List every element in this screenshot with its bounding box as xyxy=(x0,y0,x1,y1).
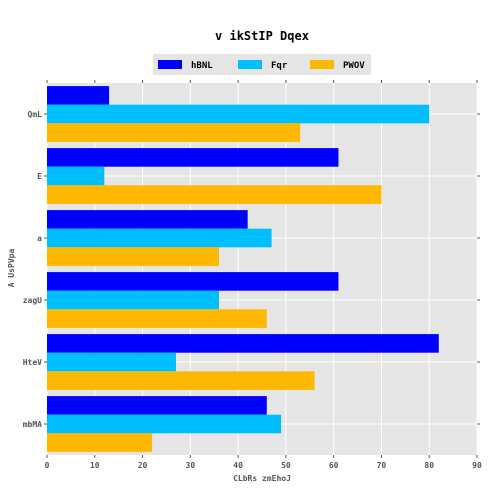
x-tick-label: 50 xyxy=(281,461,291,470)
bar-PWOV-a xyxy=(47,247,219,266)
y-tick-label: E xyxy=(37,172,42,181)
x-axis-label: CLbRs zmEhoJ xyxy=(233,474,291,483)
y-tick-label: QmL xyxy=(28,110,43,119)
y-tick-label: HteV xyxy=(23,358,42,367)
x-tick-label: 40 xyxy=(233,461,243,470)
bar-Fqr-zagU xyxy=(47,291,219,310)
bar-Fqr-QmL xyxy=(47,105,429,124)
x-tick-label: 70 xyxy=(377,461,387,470)
y-tick-label: a xyxy=(37,234,42,243)
y-tick-label: zagU xyxy=(23,296,42,305)
bar-hBNL-HteV xyxy=(47,334,439,353)
y-tick-label: mbMA xyxy=(23,420,42,429)
legend-label-hBNL: hBNL xyxy=(191,61,213,71)
bar-Fqr-HteV xyxy=(47,353,176,372)
x-tick-label: 0 xyxy=(45,461,50,470)
bar-PWOV-zagU xyxy=(47,309,267,328)
legend-label-Fqr: Fqr xyxy=(271,61,288,71)
legend-label-PWOV: PWOV xyxy=(343,61,365,71)
x-tick-label: 20 xyxy=(138,461,148,470)
bar-hBNL-a xyxy=(47,210,248,229)
x-tick-label: 10 xyxy=(90,461,100,470)
x-tick-label: 90 xyxy=(472,461,482,470)
legend-swatch-PWOV xyxy=(310,60,334,69)
x-tick-label: 80 xyxy=(424,461,434,470)
legend-swatch-hBNL xyxy=(158,60,182,69)
legend-swatch-Fqr xyxy=(238,60,262,69)
bar-Fqr-a xyxy=(47,229,272,248)
x-tick-label: 30 xyxy=(186,461,196,470)
bar-PWOV-HteV xyxy=(47,371,315,390)
chart-title: v ikStIP Dqex xyxy=(215,29,309,43)
y-axis-label: A UsPVpa xyxy=(7,249,16,288)
bar-Fqr-E xyxy=(47,167,104,186)
bar-PWOV-mbMA xyxy=(47,433,152,452)
bar-PWOV-QmL xyxy=(47,123,300,142)
bar-hBNL-zagU xyxy=(47,272,338,291)
bar-hBNL-QmL xyxy=(47,86,109,105)
legend: hBNL Fqr PWOV xyxy=(153,54,371,75)
bar-PWOV-E xyxy=(47,185,381,204)
bar-hBNL-mbMA xyxy=(47,396,267,415)
bar-hBNL-E xyxy=(47,148,338,167)
bar-Fqr-mbMA xyxy=(47,415,281,434)
x-tick-label: 60 xyxy=(329,461,339,470)
